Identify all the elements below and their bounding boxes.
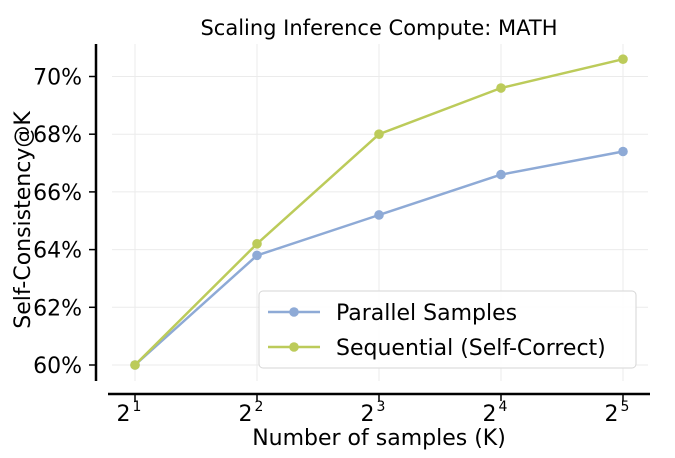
data-point (252, 250, 262, 261)
data-point (496, 169, 506, 180)
legend-label-1: Parallel Samples (336, 301, 517, 326)
y-tick-label: 70% (33, 66, 82, 91)
legend-marker-1 (289, 307, 299, 317)
legend-label-2: Sequential (Self-Correct) (336, 336, 606, 361)
data-point (374, 210, 384, 220)
series (130, 54, 628, 370)
data-point (252, 239, 262, 249)
x-axis-label: Number of samples (K) (252, 426, 506, 451)
data-point (496, 83, 506, 93)
y-ticks: 60% 62% 64% 66% 68% 70% (33, 66, 96, 379)
y-tick-label: 64% (33, 239, 82, 264)
y-tick-label: 62% (33, 296, 82, 321)
legend-marker-2 (289, 342, 299, 352)
legend-box (258, 290, 637, 369)
chart-title: Scaling Inference Compute: MATH (200, 16, 557, 40)
data-point (374, 129, 384, 139)
data-point (618, 146, 628, 157)
y-tick-label: 60% (33, 354, 82, 379)
y-tick-label: 66% (33, 181, 82, 206)
y-axis-label: Self-Consistency@K (11, 111, 36, 329)
legend: Parallel Samples Sequential (Self-Correct… (258, 290, 637, 369)
data-point (130, 360, 140, 370)
data-point (618, 54, 628, 64)
y-tick-label: 68% (33, 123, 82, 148)
